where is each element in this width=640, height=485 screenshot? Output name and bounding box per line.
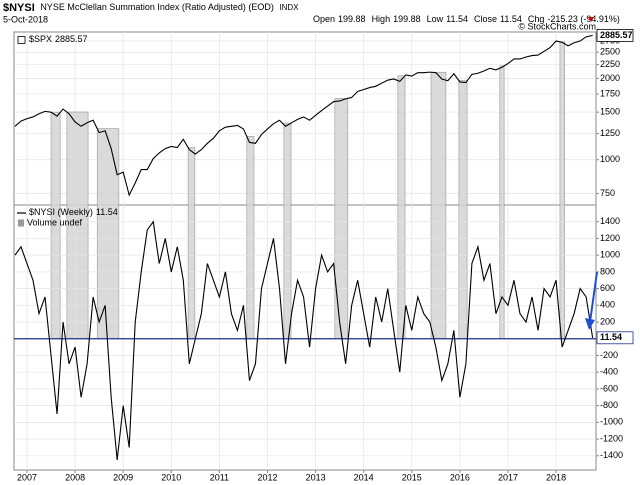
y-tick-label: -1000 bbox=[600, 417, 623, 427]
y-tick-label: 600 bbox=[600, 283, 615, 293]
quote-label: Close bbox=[474, 14, 497, 24]
quote-value: -215.23 (-94.91%) bbox=[547, 14, 620, 24]
x-tick-label: 2014 bbox=[354, 472, 374, 482]
y-tick-label: -800 bbox=[600, 400, 618, 410]
legend-value: 11.54 bbox=[96, 207, 118, 217]
y-tick-label: 400 bbox=[600, 300, 615, 310]
y-tick-label: -400 bbox=[600, 367, 618, 377]
x-tick-label: 2011 bbox=[210, 472, 229, 482]
y-tick-label: 1400 bbox=[600, 216, 620, 226]
shaded-period bbox=[96, 128, 120, 340]
x-tick-label: 2009 bbox=[113, 472, 133, 482]
x-tick-label: 2012 bbox=[257, 472, 277, 482]
legend-icon bbox=[17, 36, 26, 44]
shaded-period bbox=[283, 122, 292, 340]
down-arrow bbox=[588, 17, 594, 22]
quote-value: 199.88 bbox=[338, 14, 366, 24]
x-tick-label: 2016 bbox=[450, 472, 470, 482]
shaded-period bbox=[430, 71, 447, 340]
annotation-arrowhead bbox=[585, 318, 595, 330]
y-tick-label: 1500 bbox=[600, 107, 620, 117]
annotation-arrow bbox=[589, 271, 598, 323]
index-name: NYSE McClellan Summation Index (Ratio Ad… bbox=[40, 2, 274, 12]
x-tick-label: 2010 bbox=[161, 472, 181, 482]
shaded-period bbox=[187, 147, 196, 340]
y-tick-label: -1200 bbox=[600, 433, 623, 443]
y-tick-label: 750 bbox=[600, 188, 615, 198]
date: 5-Oct-2018 bbox=[3, 14, 48, 24]
y-tick-label: 2000 bbox=[600, 73, 620, 83]
quote-label: Chg bbox=[528, 14, 545, 24]
shaded-period bbox=[397, 75, 406, 340]
x-tick-label: 2015 bbox=[402, 472, 422, 482]
y-tick-label: 2250 bbox=[600, 59, 620, 69]
last-value-label: 2885.57 bbox=[600, 30, 633, 40]
legend-value: 2885.57 bbox=[55, 34, 88, 44]
y-tick-label: 1250 bbox=[600, 128, 620, 138]
x-tick-label: 2018 bbox=[546, 472, 566, 482]
quote-label: Low bbox=[427, 14, 444, 24]
y-tick-label: 1200 bbox=[600, 233, 620, 243]
shaded-period bbox=[246, 135, 255, 340]
quote-value: 11.54 bbox=[446, 14, 468, 24]
credit: © StockCharts.com bbox=[518, 21, 596, 31]
shaded-period bbox=[559, 41, 566, 340]
plot: 750100012501500175020002250250027502885.… bbox=[14, 28, 634, 482]
quote-label: High bbox=[372, 14, 391, 24]
quote-value: 199.88 bbox=[393, 14, 421, 24]
legend-entry: $NYSI (Weekly) 11.54 bbox=[29, 207, 118, 217]
y-tick-label: 2500 bbox=[600, 47, 620, 57]
legend-name: $NYSI (Weekly) bbox=[29, 207, 93, 217]
y-tick-label: 1000 bbox=[600, 250, 620, 260]
x-tick-label: 2013 bbox=[306, 472, 326, 482]
legend-name: $SPX bbox=[29, 34, 52, 44]
y-tick-label: -600 bbox=[600, 383, 618, 393]
quote-label: Open bbox=[313, 14, 335, 24]
y-tick-label: 800 bbox=[600, 266, 615, 276]
x-tick-label: 2008 bbox=[65, 472, 85, 482]
y-tick-label: 1750 bbox=[600, 88, 620, 98]
y-tick-label: -1400 bbox=[600, 450, 623, 460]
y-tick-label: 1000 bbox=[600, 154, 620, 164]
last-value-label: 11.54 bbox=[600, 332, 622, 342]
symbol: $NYSI bbox=[3, 2, 35, 14]
legend-entry: $SPX 2885.57 bbox=[29, 34, 88, 44]
x-tick-label: 2007 bbox=[17, 472, 37, 482]
last-value-box bbox=[596, 28, 634, 42]
legend-note: Volume undef bbox=[27, 217, 83, 227]
line bbox=[14, 34, 593, 197]
quote: Open 199.88 High 199.88 Low 11.54 Close 11.54 Ch… bbox=[313, 14, 620, 24]
legend-icon bbox=[18, 219, 24, 227]
plot-frame bbox=[13, 31, 597, 471]
last-value-box bbox=[596, 331, 634, 345]
y-tick-label: 200 bbox=[600, 316, 615, 326]
quote-value: 11.54 bbox=[500, 14, 522, 24]
y-tick-label: -200 bbox=[600, 350, 618, 360]
x-tick-label: 2017 bbox=[498, 472, 518, 482]
shaded-period bbox=[334, 98, 349, 340]
line bbox=[14, 220, 594, 461]
exchange: INDX bbox=[279, 3, 299, 12]
title: $NYSI NYSE McClellan Summation Index (Ra… bbox=[3, 2, 299, 14]
